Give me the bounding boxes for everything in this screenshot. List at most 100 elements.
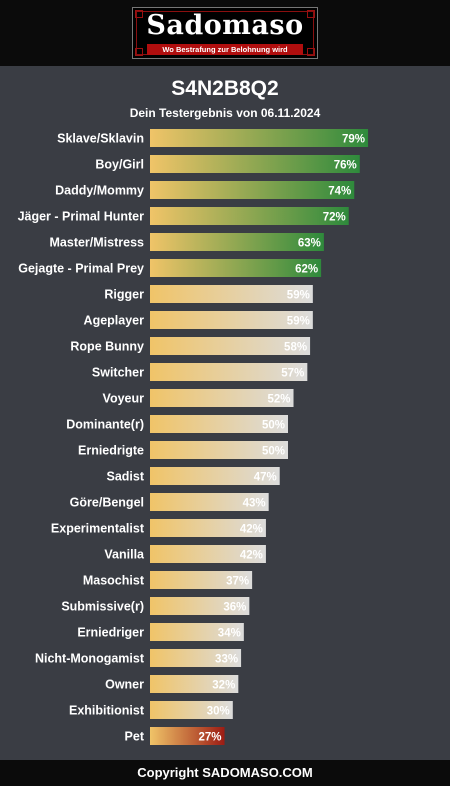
logo-corner-ornament bbox=[307, 10, 315, 18]
bar-row: Experimentalist 42% bbox=[51, 519, 266, 537]
logo-tagline: Wo Bestrafung zur Belohnung wird bbox=[147, 44, 303, 55]
bar-row: Submissive(r) 36% bbox=[61, 597, 250, 615]
bar-category-label: Rigger bbox=[104, 288, 144, 302]
bar-row: Pet 27% bbox=[125, 727, 225, 745]
bar-value-label: 72% bbox=[323, 212, 346, 224]
bar-row: Erniedrigte 50% bbox=[78, 441, 288, 459]
bar-row: Master/Mistress 63% bbox=[50, 233, 324, 251]
bar-row: Gejagte - Primal Prey 62% bbox=[18, 259, 322, 277]
bar bbox=[150, 259, 322, 277]
bar-category-label: Gejagte - Primal Prey bbox=[18, 262, 144, 276]
bar-category-label: Submissive(r) bbox=[61, 600, 144, 614]
bar bbox=[150, 493, 269, 511]
results-bar-chart: Sklave/Sklavin 79% Boy/Girl 76% Daddy/Mommy 7… bbox=[18, 129, 369, 745]
logo-corner-ornament bbox=[135, 48, 143, 56]
bar-value-label: 63% bbox=[298, 238, 321, 250]
site-logo[interactable]: Sadomaso Wo Bestrafung zur Belohnung wir… bbox=[132, 7, 318, 59]
result-date: Dein Testergebnis von 06.11.2024 bbox=[129, 106, 321, 120]
bar-value-label: 27% bbox=[198, 732, 221, 744]
bar-category-label: Göre/Bengel bbox=[70, 496, 144, 510]
bar bbox=[150, 623, 244, 641]
bar bbox=[150, 337, 311, 355]
bar-category-label: Vanilla bbox=[104, 548, 145, 562]
bar-row: Exhibitionist 30% bbox=[69, 701, 233, 719]
bar-row: Rope Bunny 58% bbox=[70, 337, 311, 355]
bar-row: Rigger 59% bbox=[104, 285, 313, 303]
bar bbox=[150, 467, 280, 485]
bar-row: Sadist 47% bbox=[106, 467, 280, 485]
bar-value-label: 30% bbox=[207, 706, 230, 718]
bar-value-label: 58% bbox=[284, 342, 307, 354]
bar-value-label: 37% bbox=[226, 576, 249, 588]
bar-category-label: Experimentalist bbox=[51, 522, 145, 536]
bar bbox=[150, 363, 308, 381]
bar-row: Nicht-Monogamist 33% bbox=[35, 649, 242, 667]
bar bbox=[150, 285, 313, 303]
bar bbox=[150, 675, 239, 693]
bar bbox=[150, 181, 355, 199]
bar-value-label: 57% bbox=[281, 368, 304, 380]
bar bbox=[150, 441, 288, 459]
bar-value-label: 76% bbox=[334, 160, 357, 172]
bar-category-label: Sklave/Sklavin bbox=[57, 132, 144, 146]
bar-value-label: 33% bbox=[215, 654, 238, 666]
bar-row: Göre/Bengel 43% bbox=[70, 493, 269, 511]
bar-value-label: 42% bbox=[240, 550, 263, 562]
bar-value-label: 43% bbox=[243, 498, 266, 510]
bar-value-label: 47% bbox=[254, 472, 277, 484]
header-bar: Sadomaso Wo Bestrafung zur Belohnung wir… bbox=[0, 0, 450, 66]
bar-category-label: Master/Mistress bbox=[50, 236, 145, 250]
bar-value-label: 50% bbox=[262, 420, 285, 432]
bar-category-label: Rope Bunny bbox=[70, 340, 144, 354]
bar bbox=[150, 545, 266, 563]
bar-category-label: Dominante(r) bbox=[66, 418, 144, 432]
logo-wordmark: Sadomaso bbox=[146, 10, 304, 41]
bar-category-label: Ageplayer bbox=[84, 314, 145, 328]
bar-category-label: Sadist bbox=[106, 470, 144, 484]
bar-category-label: Pet bbox=[125, 730, 145, 744]
bar-row: Daddy/Mommy 74% bbox=[55, 181, 355, 199]
bar-row: Sklave/Sklavin 79% bbox=[57, 129, 369, 147]
bar bbox=[150, 311, 313, 329]
bar-category-label: Jäger - Primal Hunter bbox=[18, 210, 145, 224]
bar-value-label: 74% bbox=[328, 186, 351, 198]
bar-category-label: Nicht-Monogamist bbox=[35, 652, 145, 666]
bar bbox=[150, 389, 294, 407]
bar-value-label: 36% bbox=[223, 602, 246, 614]
bar bbox=[150, 597, 250, 615]
bar-row: Vanilla 42% bbox=[104, 545, 266, 563]
bar bbox=[150, 129, 369, 147]
bar bbox=[150, 519, 266, 537]
bar-category-label: Masochist bbox=[83, 574, 145, 588]
bar-value-label: 59% bbox=[287, 316, 310, 328]
bar-row: Jäger - Primal Hunter 72% bbox=[18, 207, 349, 225]
bar-row: Switcher 57% bbox=[92, 363, 308, 381]
bar bbox=[150, 415, 288, 433]
page-title: S4N2B8Q2 bbox=[171, 77, 279, 100]
bar bbox=[150, 571, 253, 589]
bar bbox=[150, 649, 242, 667]
bar-value-label: 62% bbox=[295, 264, 318, 276]
bar-value-label: 59% bbox=[287, 290, 310, 302]
bar-value-label: 34% bbox=[218, 628, 241, 640]
bar bbox=[150, 155, 360, 173]
bar-row: Dominante(r) 50% bbox=[66, 415, 288, 433]
bar-row: Owner 32% bbox=[105, 675, 239, 693]
bar-row: Erniedriger 34% bbox=[77, 623, 244, 641]
bar bbox=[150, 701, 233, 719]
bar-row: Masochist 37% bbox=[83, 571, 253, 589]
bar-category-label: Erniedriger bbox=[77, 626, 144, 640]
bar bbox=[150, 727, 225, 745]
bar-value-label: 79% bbox=[342, 134, 365, 146]
bar-value-label: 42% bbox=[240, 524, 263, 536]
bar-value-label: 52% bbox=[267, 394, 290, 406]
bar-value-label: 50% bbox=[262, 446, 285, 458]
bar-value-label: 32% bbox=[212, 680, 235, 692]
logo-corner-ornament bbox=[307, 48, 315, 56]
bar-category-label: Voyeur bbox=[103, 392, 145, 406]
bar-category-label: Exhibitionist bbox=[69, 704, 145, 718]
logo-corner-ornament bbox=[135, 10, 143, 18]
bar bbox=[150, 233, 324, 251]
bar-category-label: Owner bbox=[105, 678, 144, 692]
bar-row: Ageplayer 59% bbox=[84, 311, 313, 329]
